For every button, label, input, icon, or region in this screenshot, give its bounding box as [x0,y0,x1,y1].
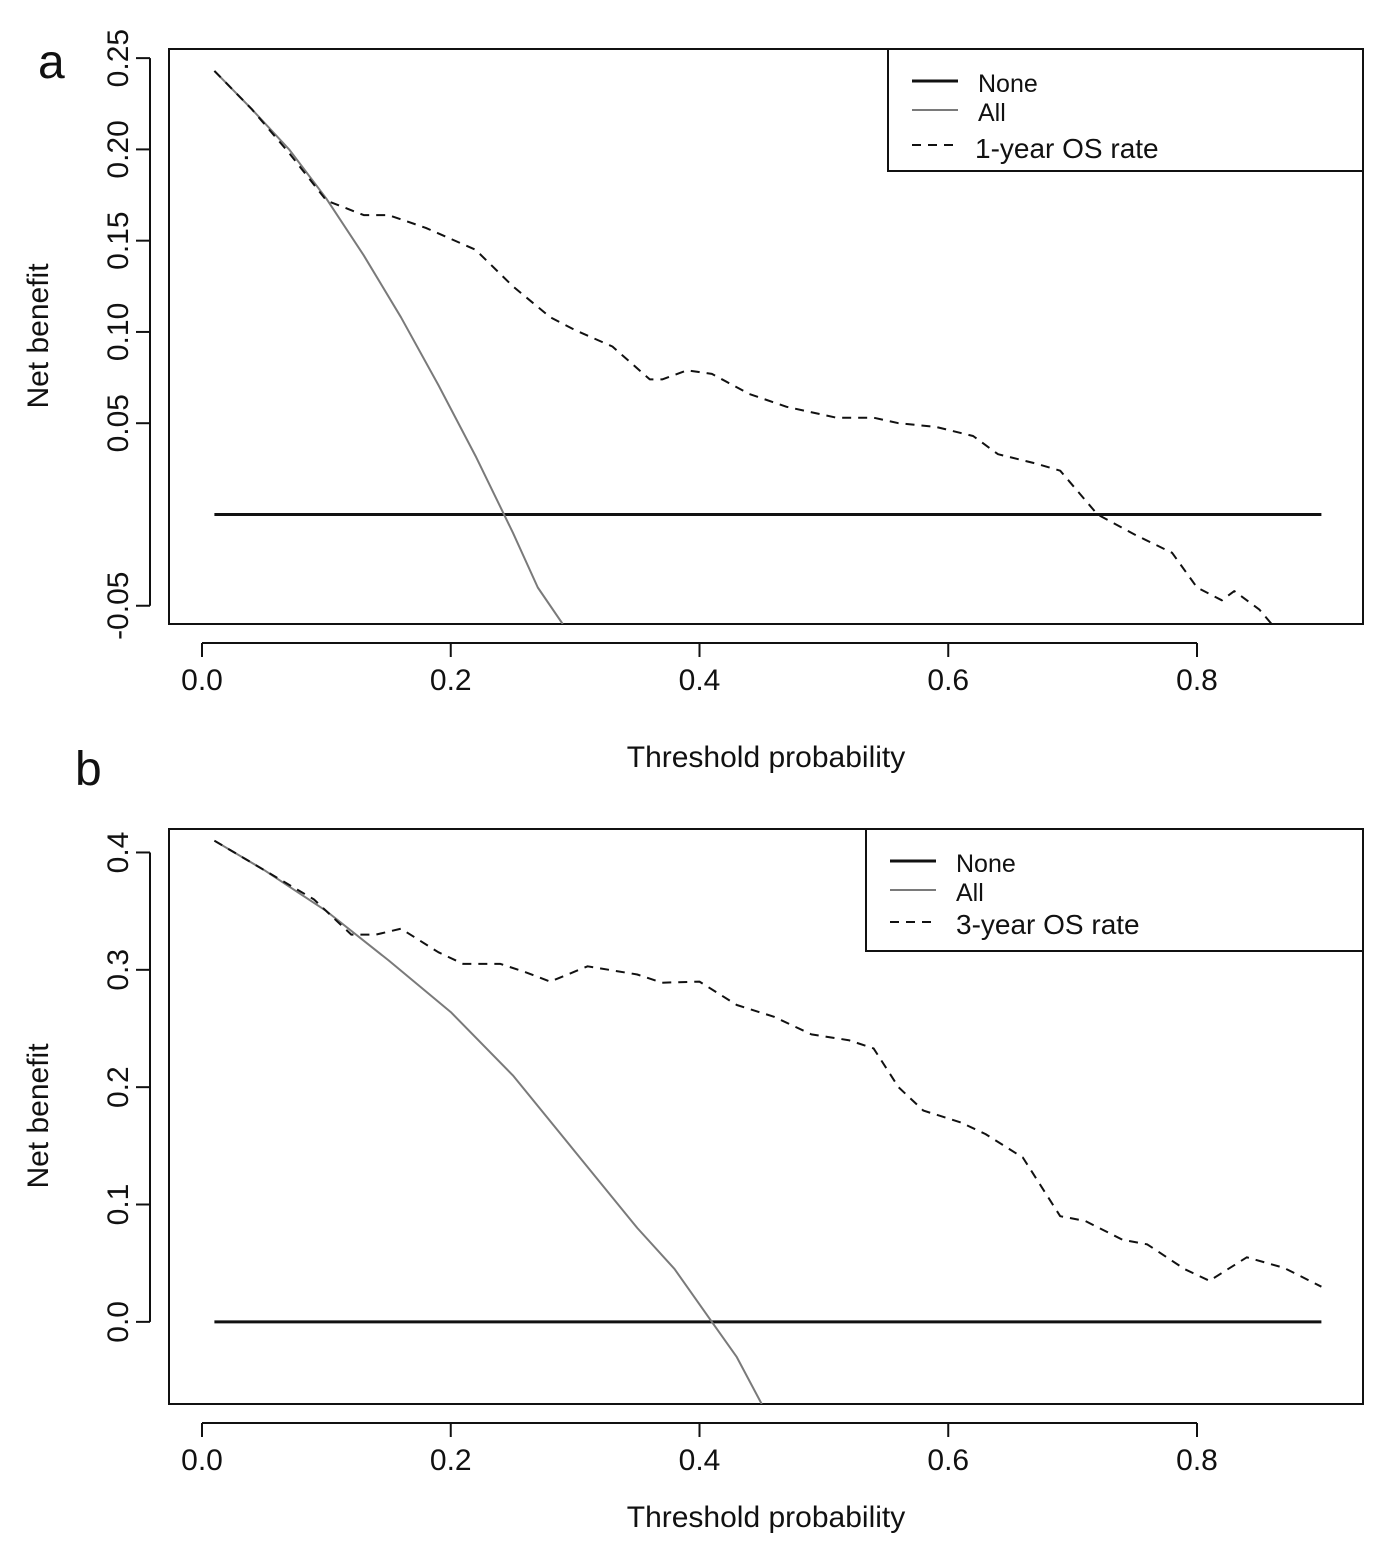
panel-a-x-tick-label: 0.0 [181,664,223,697]
panel-b-y-tick-label: 0.2 [102,1066,135,1108]
panel-a-y-tick-label: 0.15 [102,211,135,269]
panel-a-x-tick-label: 0.6 [927,664,969,697]
panel-b-x-tick-label: 0.6 [927,1444,969,1477]
panel-a-x-axis-title: Threshold probability [627,741,905,774]
panel-b-series-all [213,839,763,1404]
panel-b-x-tick-label: 0.4 [679,1444,721,1477]
panel-b-legend-label-os: 3-year OS rate [956,909,1140,940]
panel-a-x-axis: 0.0 0.2 0.4 0.6 0.8 [181,642,1218,697]
panel-a-legend-label-os: 1-year OS rate [975,133,1159,164]
panel-a-legend-box [887,48,1364,172]
panel-b-y-tick-label: 0.0 [102,1301,135,1343]
panel-b-legend-label-none: None [956,850,1016,878]
panel-b-x-tick-label: 0.2 [430,1444,472,1477]
panel-a-y-axis: -0.05 0.05 0.10 0.15 0.20 0.25 [102,29,151,640]
panel-b-series-3-year-os-rate [213,839,1322,1288]
panel-b-legend-label-all: All [956,879,984,907]
panel-a-series [213,70,1322,624]
panel-b: b 0.0 0.1 0.2 0.3 0.4 0.0 0.2 0.4 0.6 0.8 Thresh… [22,743,1364,1534]
panel-b-x-tick-label: 0.0 [181,1444,223,1477]
panel-b-plot-frame [168,828,1364,1405]
panel-a-series-1-year-os-rate [213,70,1273,624]
panel-a-y-tick-label: 0.10 [102,303,135,361]
panel-a-y-tick-label: -0.05 [102,572,135,640]
panel-a-y-tick-label: 0.05 [102,394,135,452]
panel-a-x-tick-label: 0.2 [430,664,472,697]
panel-a-legend: None All 1-year OS rate [887,48,1364,172]
panel-b-y-tick-label: 0.4 [102,832,135,874]
panel-b-y-tick-label: 0.1 [102,1184,135,1226]
panel-b-legend-box [865,828,1364,952]
panel-a-letter: a [38,36,65,89]
panel-a-y-tick-label: 0.25 [102,29,135,87]
panel-b-y-axis-title: Net benefit [22,1043,55,1189]
panel-b-y-tick-label: 0.3 [102,949,135,991]
panel-b-x-tick-label: 0.8 [1176,1444,1218,1477]
panel-a-plot-frame [168,48,1364,625]
panel-a: a -0.05 0.05 0.10 0.15 0.20 0.25 0.0 0.2 0.4 0.6… [22,29,1364,774]
panel-b-series [213,839,1322,1404]
panel-a-x-tick-label: 0.4 [679,664,721,697]
panel-b-x-axis: 0.0 0.2 0.4 0.6 0.8 [181,1422,1218,1477]
panel-a-series-all [213,70,564,624]
panel-b-y-axis: 0.0 0.1 0.2 0.3 0.4 [102,832,151,1343]
panel-b-legend: None All 3-year OS rate [865,828,1364,952]
panel-a-x-tick-label: 0.8 [1176,664,1218,697]
panel-b-x-axis-title: Threshold probability [627,1501,905,1534]
panel-a-y-tick-label: 0.20 [102,120,135,178]
panel-a-y-axis-title: Net benefit [22,263,55,409]
panel-a-legend-label-none: None [978,70,1038,98]
panel-b-letter: b [75,743,102,796]
panel-a-legend-label-all: All [978,99,1006,127]
